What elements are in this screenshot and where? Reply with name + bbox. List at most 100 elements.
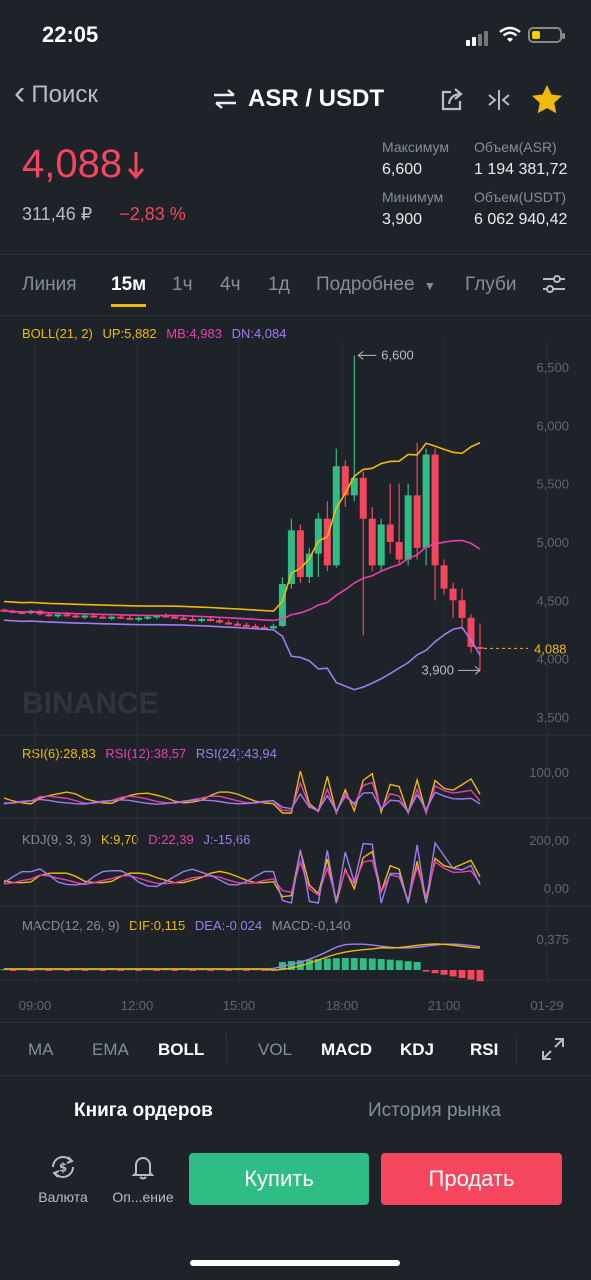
candle-body (180, 617, 188, 620)
tab-15m[interactable]: 15м (111, 274, 147, 307)
tab-4h[interactable]: 4ч (220, 274, 241, 295)
kdj-tick-zero: 0,00 (544, 881, 569, 896)
macd-bar (81, 970, 89, 971)
candle-body (278, 584, 286, 626)
candle-body (216, 620, 224, 623)
candle-body (269, 626, 277, 629)
candle-body (45, 614, 53, 617)
ind-tab-rsi[interactable]: RSI (470, 1040, 499, 1059)
candle-body (126, 617, 134, 620)
macd-bar (386, 959, 394, 970)
price-chart[interactable]: BINANCE 6,600 3,900 4,088 6,500 6,000 5,500 5… (0, 318, 591, 1018)
timeframe-tabs: Линия 15м 1ч 4ч 1д Подробнее ▼ Глуби (0, 254, 591, 316)
boll-up: UP:5,882 (102, 326, 157, 341)
tab-1h[interactable]: 1ч (172, 274, 193, 295)
boll-dn: DN:4,084 (231, 326, 287, 341)
candle-body (63, 614, 71, 617)
vol-quote-value: 6 062 940,42 (474, 211, 568, 228)
candle-body (359, 477, 367, 519)
sell-button[interactable]: Продать (381, 1153, 562, 1205)
macd-tick: 0,375 (536, 932, 569, 947)
kdj-tick-top: 200,00 (529, 833, 569, 848)
candle-body (108, 616, 116, 619)
macd-bar (476, 970, 484, 982)
fullscreen-icon[interactable] (541, 1037, 565, 1061)
macd-dea: DEA:-0,024 (194, 918, 263, 933)
candle-body (234, 623, 242, 626)
candle-body (135, 617, 143, 620)
star-icon[interactable] (531, 84, 563, 114)
signal-icon (466, 28, 490, 46)
x-tick-label: 12:00 (121, 998, 154, 1013)
divider (226, 1033, 227, 1065)
chart-grid (0, 338, 591, 983)
macd-bar (135, 970, 143, 971)
x-axis-labels: 09:00 12:00 15:00 18:00 21:00 01-29 (19, 998, 564, 1013)
settings-sliders-icon[interactable] (542, 273, 566, 295)
status-time: 22:05 (42, 22, 99, 47)
candle-body (260, 627, 268, 630)
candle-body (341, 466, 349, 496)
status-bar: 22:05 (0, 0, 591, 72)
back-button[interactable]: ‹ Поиск (14, 76, 98, 110)
vol-base-label: Объем(ASR) (474, 139, 557, 155)
share-icon[interactable] (440, 87, 466, 113)
high-value: 6,600 (382, 161, 423, 178)
macd-bar (467, 970, 475, 980)
macd-legend: MACD(12, 26, 9) DIF:0,115 DEA:-0,024 MAC… (22, 918, 351, 933)
macd-bar (153, 970, 161, 971)
low-marker-label: 3,900 (421, 662, 454, 677)
tab-1d[interactable]: 1д (268, 274, 290, 295)
divider (516, 1033, 517, 1065)
candle-body (90, 615, 98, 618)
candle-body (251, 626, 259, 628)
ind-tab-kdj[interactable]: KDJ (400, 1040, 435, 1059)
ind-tab-vol[interactable]: VOL (258, 1040, 293, 1059)
y-tick-label: 5,000 (536, 535, 569, 550)
compare-icon[interactable] (487, 88, 511, 112)
tab-market-history[interactable]: История рынка (368, 1100, 501, 1121)
currency-button[interactable]: $ Валюта (30, 1152, 96, 1205)
macd-bar (377, 959, 385, 970)
bell-icon (131, 1157, 155, 1180)
ind-tab-ma[interactable]: MA (28, 1040, 54, 1059)
candle-body (189, 619, 197, 621)
macd-bar (9, 970, 17, 971)
kdj-k-line (3, 850, 481, 904)
boll-upper-line (3, 442, 481, 612)
candle-body (305, 553, 313, 577)
candle-body (476, 647, 484, 649)
swap-icon (214, 89, 236, 109)
macd-bar (404, 961, 412, 970)
candle-body (72, 615, 80, 618)
candle-body (99, 616, 107, 619)
x-tick-label: 21:00 (428, 998, 461, 1013)
buy-button[interactable]: Купить (189, 1153, 369, 1205)
macd-bar (422, 970, 430, 972)
vol-base-value: 1 194 381,72 (474, 161, 568, 178)
indicator-tabs: MA EMA BOLL VOL MACD KDJ RSI (0, 1022, 591, 1076)
last-price-label: 4,088 (534, 641, 567, 656)
macd-value: MACD:-0,140 (271, 918, 351, 933)
pair-selector[interactable]: ASR / USDT (212, 85, 384, 113)
candle-body (162, 615, 170, 618)
alerts-button[interactable]: Оп...ение (106, 1152, 180, 1205)
pair-title: ASR / USDT (248, 85, 385, 112)
alerts-label: Оп...ение (112, 1189, 174, 1205)
rsi-12: RSI(12):38,57 (105, 746, 187, 761)
candle-body (467, 617, 475, 647)
candle-body (225, 622, 233, 625)
rsi-12-line (3, 780, 481, 816)
ind-tab-ema[interactable]: EMA (92, 1040, 129, 1059)
high-label: Максимум (382, 139, 449, 155)
tab-more[interactable]: Подробнее ▼ (316, 274, 436, 296)
tab-depth[interactable]: Глуби (465, 274, 517, 295)
high-marker-label: 6,600 (381, 347, 414, 362)
candle-body (422, 454, 430, 548)
ind-tab-macd[interactable]: MACD (321, 1040, 372, 1059)
candle-body (144, 616, 152, 619)
tab-line[interactable]: Линия (22, 274, 77, 295)
tab-order-book[interactable]: Книга ордеров (74, 1100, 213, 1121)
ind-tab-boll[interactable]: BOLL (158, 1040, 205, 1059)
caret-down-icon: ▼ (423, 279, 436, 293)
